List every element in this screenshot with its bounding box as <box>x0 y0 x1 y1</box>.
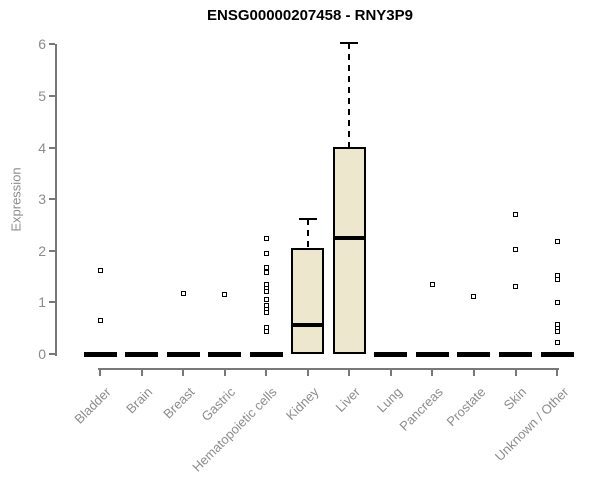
x-tick-mark <box>182 370 185 376</box>
y-tick-mark <box>49 43 55 46</box>
category-label: Breast <box>159 384 197 422</box>
outlier-point <box>513 283 518 289</box>
y-tick-label: 0 <box>38 346 46 362</box>
zero-bar <box>166 351 200 357</box>
outlier-point <box>180 291 186 297</box>
x-tick-mark <box>348 370 351 376</box>
category-label: Lung <box>373 384 405 416</box>
outlier-point <box>263 329 269 335</box>
category-label: Liver <box>332 384 364 415</box>
median-line <box>332 235 366 240</box>
y-tick-label: 6 <box>38 36 46 53</box>
x-tick-mark <box>389 370 392 376</box>
median-line <box>291 323 325 328</box>
x-tick-mark <box>431 370 434 376</box>
zero-bar <box>374 351 408 357</box>
category-label: Unknown / Other <box>491 384 571 464</box>
outlier-point <box>513 247 518 253</box>
outlier-point <box>554 300 560 306</box>
outlier-point <box>513 212 518 218</box>
category-label: Bladder <box>71 384 114 427</box>
zero-bar <box>415 351 449 357</box>
x-tick-mark <box>514 370 517 376</box>
x-tick-mark <box>223 370 226 376</box>
zero-bar <box>208 351 242 357</box>
y-tick-mark <box>49 353 55 355</box>
category-label: Skin <box>500 384 530 413</box>
y-tick-mark <box>49 301 55 304</box>
zero-bar <box>83 351 117 357</box>
category-label: Gastric <box>198 384 239 425</box>
outlier-point <box>97 267 103 273</box>
zero-bar <box>540 351 574 357</box>
zero-bar <box>249 351 283 357</box>
x-tick-mark <box>306 370 309 376</box>
x-tick-mark <box>556 370 559 376</box>
whisker <box>348 42 351 148</box>
box <box>291 248 325 354</box>
x-axis-line <box>98 368 559 370</box>
outlier-point <box>263 251 269 257</box>
y-tick-mark <box>49 198 55 201</box>
outlier-point <box>554 239 560 244</box>
category-label: Kidney <box>282 384 322 424</box>
box <box>332 147 366 354</box>
outlier-point <box>263 297 269 303</box>
y-tick-label: 3 <box>38 191 46 208</box>
outlier-point <box>429 282 435 288</box>
category-label: Brain <box>123 384 156 417</box>
chart-title: ENSG00000207458 - RNY3P9 <box>207 7 413 24</box>
x-tick-mark <box>265 370 268 376</box>
y-axis-line <box>55 44 57 356</box>
outlier-point <box>263 309 269 315</box>
outlier-point <box>263 236 269 242</box>
zero-bar <box>125 351 159 357</box>
category-label: Pancreas <box>396 384 447 434</box>
category-label: Prostate <box>442 384 488 430</box>
y-tick-label: 1 <box>38 294 46 311</box>
y-tick-mark <box>49 249 55 252</box>
outlier-point <box>554 340 560 346</box>
zero-bar <box>499 351 532 357</box>
y-tick-label: 5 <box>38 88 46 104</box>
outlier-point <box>263 289 269 295</box>
outlier-point <box>554 329 560 335</box>
whisker-cap <box>340 41 359 45</box>
y-tick-label: 2 <box>38 242 46 259</box>
y-tick-label: 4 <box>38 139 46 156</box>
whisker-cap <box>298 217 317 221</box>
x-tick-mark <box>140 370 143 376</box>
y-tick-mark <box>49 95 55 97</box>
y-tick-mark <box>49 146 55 149</box>
category-label: Hematopoietic cells <box>189 384 281 475</box>
outlier-point <box>471 294 477 300</box>
x-tick-mark <box>472 370 475 376</box>
outlier-point <box>263 269 269 275</box>
whisker <box>306 218 309 249</box>
outlier-point <box>554 277 560 283</box>
x-tick-mark <box>99 370 101 376</box>
outlier-point <box>97 318 103 323</box>
zero-bar <box>457 351 491 357</box>
outlier-point <box>222 292 228 298</box>
